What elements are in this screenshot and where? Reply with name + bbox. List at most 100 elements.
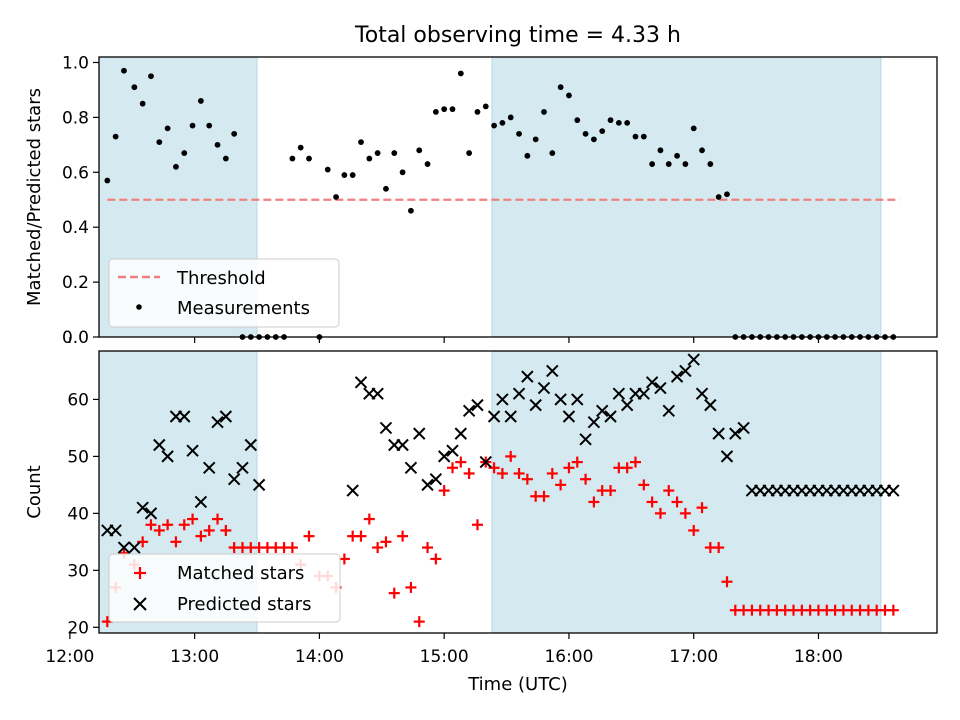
marker-stroke [404, 461, 418, 474]
predicted-star-marker [109, 524, 122, 537]
matched-star-marker [463, 467, 475, 479]
top-y-tick-label: 0.0 [62, 328, 89, 348]
measurement-point [516, 130, 522, 137]
bottom-y-tick-label: 20 [67, 618, 89, 638]
measurement-point [173, 163, 179, 170]
measurement-point [206, 122, 213, 129]
marker-stroke [537, 381, 551, 395]
marker-stroke [153, 438, 166, 452]
predicted-star-marker [496, 393, 509, 406]
marker-stroke [437, 450, 451, 463]
top-legend[interactable]: Threshold Measurements [108, 258, 340, 328]
bottom-plot-frame [98, 350, 938, 634]
predicted-star-marker [729, 427, 742, 440]
matched-star-marker [170, 536, 182, 548]
marker-stroke [413, 427, 426, 440]
bottom-x-tick-label: 17:00 [669, 647, 718, 667]
measurement-point [624, 119, 631, 126]
measurement-point [607, 117, 614, 124]
matched-star-marker [588, 496, 600, 508]
predicted-star-marker [354, 376, 368, 389]
matched-star-marker [355, 530, 367, 542]
measurement-point [699, 147, 705, 154]
marker-stroke [695, 387, 709, 400]
matched-star-marker [430, 553, 442, 565]
predicted-star-marker [537, 381, 551, 395]
marker-stroke [737, 421, 750, 435]
matched-star-marker [153, 524, 165, 536]
predicted-star-marker [144, 507, 158, 520]
marker-stroke [620, 398, 634, 412]
measurement-point [231, 130, 238, 137]
matched-star-marker [638, 479, 650, 491]
marker-stroke [429, 472, 443, 486]
marker-stroke [203, 461, 216, 474]
predicted-star-marker [720, 450, 734, 463]
marker-stroke [579, 433, 592, 446]
matched-star-marker [220, 524, 232, 536]
legend-predicted-label: Predicted stars [177, 594, 311, 615]
marker-stroke [244, 438, 258, 452]
marker-stroke [571, 393, 584, 406]
matched-star-marker [195, 530, 207, 542]
marker-stroke [645, 376, 659, 389]
predicted-star-marker [454, 427, 468, 440]
measurement-point [590, 136, 597, 143]
measurement-point [374, 150, 381, 156]
predicted-star-marker [645, 376, 659, 389]
marker-stroke [462, 404, 476, 418]
measurement-point [391, 150, 398, 156]
predicted-star-marker [161, 450, 174, 463]
marker-stroke [454, 427, 468, 440]
measurement-point [474, 109, 481, 115]
measurement-point [599, 128, 606, 135]
matched-star-marker [538, 490, 550, 502]
measurement-point [640, 133, 647, 140]
marker-stroke [136, 501, 149, 514]
bottom-x-tick-label: 14:00 [295, 647, 344, 667]
x-axis-label: Time (UTC) [467, 674, 568, 695]
predicted-star-marker [637, 387, 651, 400]
bottom-legend[interactable]: Matched stars Predicted stars [108, 553, 341, 623]
predicted-star-marker [662, 404, 675, 418]
matched-star-marker [505, 450, 517, 462]
predicted-star-marker [596, 404, 609, 418]
measurement-point [632, 133, 639, 140]
measurement-point [306, 155, 312, 162]
marker-stroke [521, 370, 534, 383]
measurement-point [399, 169, 406, 176]
measurement-point [582, 130, 589, 137]
predicted-star-marker [587, 416, 601, 429]
marker-stroke [487, 410, 501, 423]
top-y-tick-label: 0.4 [62, 218, 89, 238]
measurement-point [566, 92, 572, 99]
predicted-star-marker [679, 364, 692, 378]
bottom-y-tick-label: 30 [67, 561, 89, 581]
matched-star-marker [388, 587, 400, 599]
marker-stroke [604, 410, 617, 423]
legend-measurements-label: Measurements [177, 298, 310, 319]
top-y-tick-label: 0.8 [62, 108, 89, 128]
marker-stroke [479, 455, 492, 469]
measurement-point [541, 109, 547, 115]
predicted-star-marker [446, 444, 459, 457]
predicted-star-marker [194, 495, 208, 509]
matched-star-marker [286, 542, 298, 554]
matched-star-marker [580, 473, 592, 485]
predicted-star-marker [128, 541, 141, 554]
marker-stroke [161, 450, 174, 463]
matched-star-marker [679, 507, 691, 519]
predicted-star-marker [670, 370, 684, 383]
measurement-point [457, 70, 464, 77]
measurement-point [112, 133, 119, 140]
top-x-ticks [69, 337, 820, 343]
measurement-point [181, 150, 188, 156]
legend-measurements-swatch [136, 304, 142, 310]
matched-star-marker [629, 456, 641, 468]
measurement-point [441, 106, 448, 113]
measurement-point [682, 161, 689, 167]
measurement-point [139, 100, 146, 107]
bottom-x-axis: 12:00 13:00 14:00 15:00 16:00 17:00 18:00 [45, 633, 843, 667]
predicted-star-marker [554, 393, 567, 406]
matched-star-marker [455, 456, 467, 468]
